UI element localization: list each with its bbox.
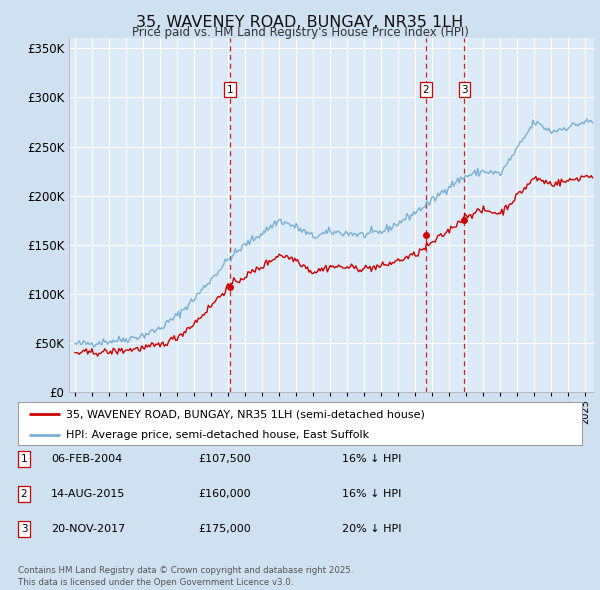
Text: 16% ↓ HPI: 16% ↓ HPI <box>342 454 401 464</box>
Text: 35, WAVENEY ROAD, BUNGAY, NR35 1LH: 35, WAVENEY ROAD, BUNGAY, NR35 1LH <box>136 15 464 30</box>
Text: 2: 2 <box>20 489 28 499</box>
Text: 3: 3 <box>461 85 468 94</box>
Text: Price paid vs. HM Land Registry's House Price Index (HPI): Price paid vs. HM Land Registry's House … <box>131 26 469 39</box>
Text: 2: 2 <box>422 85 429 94</box>
Text: 20% ↓ HPI: 20% ↓ HPI <box>342 524 401 533</box>
Text: 1: 1 <box>227 85 233 94</box>
Text: £107,500: £107,500 <box>198 454 251 464</box>
Text: 1: 1 <box>20 454 28 464</box>
Text: Contains HM Land Registry data © Crown copyright and database right 2025.
This d: Contains HM Land Registry data © Crown c… <box>18 566 353 587</box>
Text: 20-NOV-2017: 20-NOV-2017 <box>51 524 125 533</box>
Text: £160,000: £160,000 <box>198 489 251 499</box>
Text: 14-AUG-2015: 14-AUG-2015 <box>51 489 125 499</box>
Text: 3: 3 <box>20 524 28 533</box>
Text: HPI: Average price, semi-detached house, East Suffolk: HPI: Average price, semi-detached house,… <box>66 430 369 440</box>
Text: 16% ↓ HPI: 16% ↓ HPI <box>342 489 401 499</box>
Text: 06-FEB-2004: 06-FEB-2004 <box>51 454 122 464</box>
Text: 35, WAVENEY ROAD, BUNGAY, NR35 1LH (semi-detached house): 35, WAVENEY ROAD, BUNGAY, NR35 1LH (semi… <box>66 409 425 419</box>
Text: £175,000: £175,000 <box>198 524 251 533</box>
